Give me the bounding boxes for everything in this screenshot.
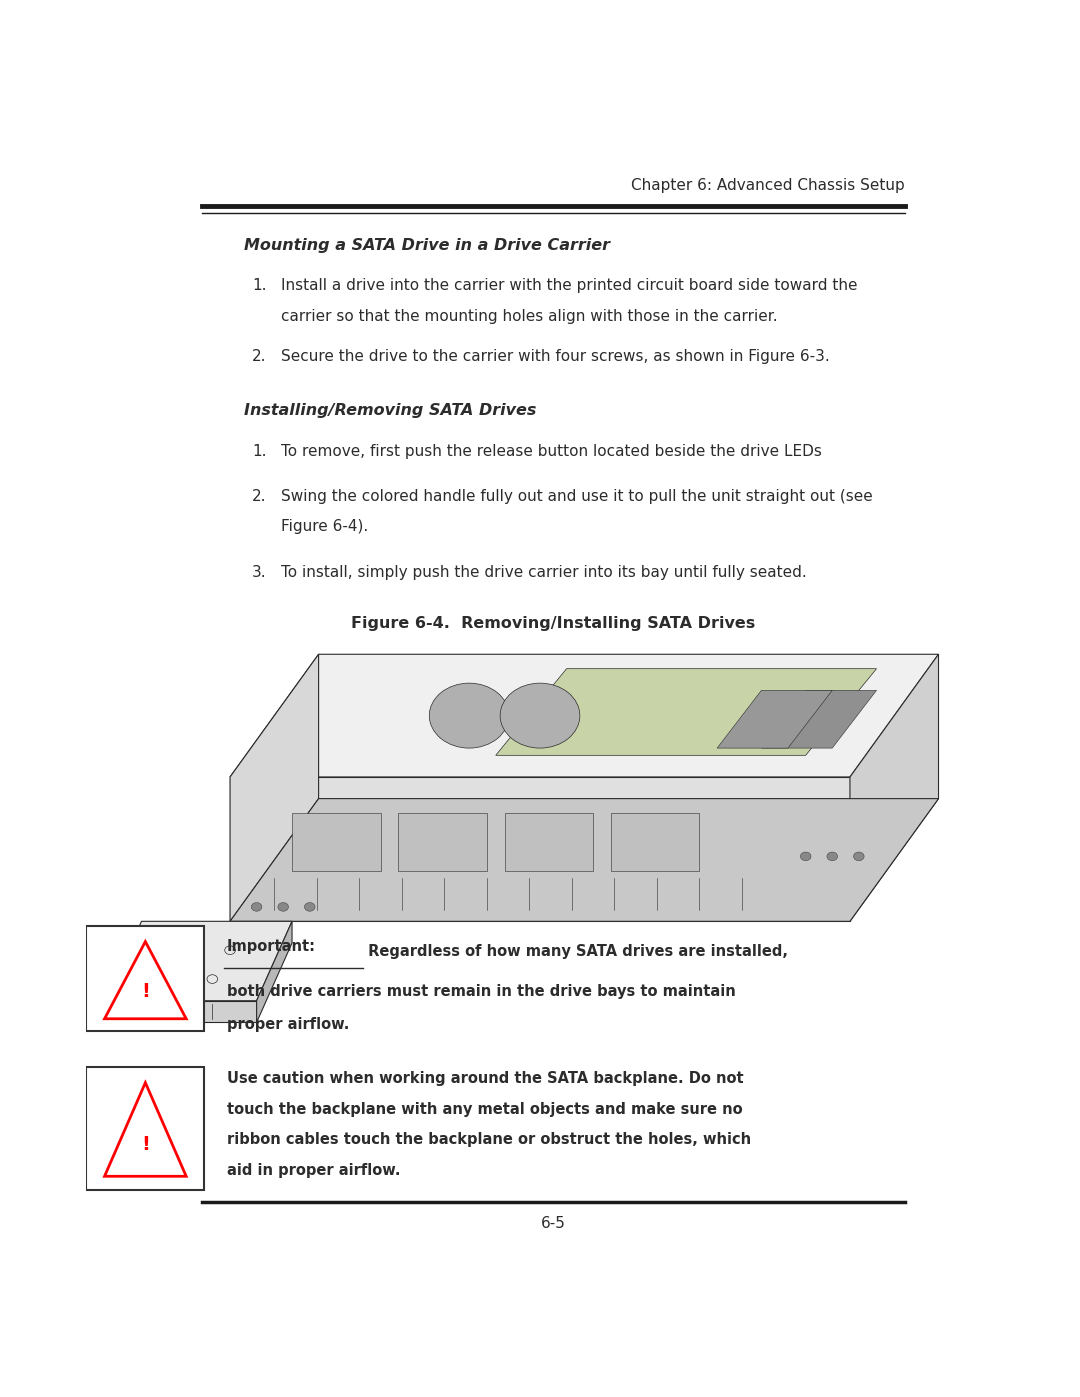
- Polygon shape: [850, 654, 939, 922]
- Polygon shape: [106, 1000, 257, 1023]
- Polygon shape: [292, 813, 380, 870]
- Polygon shape: [717, 690, 833, 749]
- Text: 3.: 3.: [253, 564, 267, 580]
- FancyBboxPatch shape: [86, 926, 204, 1031]
- Text: Use caution when working around the SATA backplane. Do not: Use caution when working around the SATA…: [227, 1071, 744, 1085]
- Polygon shape: [230, 654, 939, 777]
- Polygon shape: [230, 799, 939, 922]
- Text: 2.: 2.: [253, 349, 267, 365]
- Text: 6-5: 6-5: [541, 1217, 566, 1232]
- Text: Install a drive into the carrier with the printed circuit board side toward the: Install a drive into the carrier with th…: [282, 278, 858, 293]
- Polygon shape: [105, 1083, 186, 1176]
- Text: Important:: Important:: [227, 939, 316, 954]
- Circle shape: [305, 902, 315, 911]
- Circle shape: [800, 852, 811, 861]
- Text: !: !: [140, 1134, 150, 1154]
- Text: 1.: 1.: [253, 444, 267, 460]
- Polygon shape: [230, 777, 850, 922]
- Text: !: !: [140, 982, 150, 1002]
- Circle shape: [853, 852, 864, 861]
- Circle shape: [500, 683, 580, 749]
- Text: To remove, first push the release button located beside the drive LEDs: To remove, first push the release button…: [282, 444, 822, 460]
- Polygon shape: [611, 813, 700, 870]
- Text: Installing/Removing SATA Drives: Installing/Removing SATA Drives: [244, 404, 536, 418]
- Text: aid in proper airflow.: aid in proper airflow.: [227, 1164, 401, 1178]
- Circle shape: [429, 683, 509, 749]
- Text: Swing the colored handle fully out and use it to pull the unit straight out (see: Swing the colored handle fully out and u…: [282, 489, 874, 504]
- Polygon shape: [399, 813, 487, 870]
- Text: Secure the drive to the carrier with four screws, as shown in Figure 6-3.: Secure the drive to the carrier with fou…: [282, 349, 831, 365]
- Polygon shape: [257, 922, 292, 1023]
- Text: 2.: 2.: [253, 489, 267, 504]
- Text: both drive carriers must remain in the drive bays to maintain: both drive carriers must remain in the d…: [227, 983, 735, 999]
- Text: 1.: 1.: [253, 278, 267, 293]
- Circle shape: [827, 852, 838, 861]
- Polygon shape: [105, 942, 186, 1018]
- Polygon shape: [761, 690, 877, 749]
- Text: touch the backplane with any metal objects and make sure no: touch the backplane with any metal objec…: [227, 1102, 743, 1116]
- Text: ribbon cables touch the backplane or obstruct the holes, which: ribbon cables touch the backplane or obs…: [227, 1133, 752, 1147]
- Text: To install, simply push the drive carrier into its bay until fully seated.: To install, simply push the drive carrie…: [282, 564, 807, 580]
- Circle shape: [278, 902, 288, 911]
- Polygon shape: [496, 669, 877, 756]
- FancyBboxPatch shape: [86, 1067, 204, 1190]
- Text: proper airflow.: proper airflow.: [227, 1017, 350, 1032]
- Polygon shape: [230, 654, 319, 922]
- Text: Figure 6-4).: Figure 6-4).: [282, 520, 368, 535]
- Text: carrier so that the mounting holes align with those in the carrier.: carrier so that the mounting holes align…: [282, 309, 778, 324]
- Text: Chapter 6: Advanced Chassis Setup: Chapter 6: Advanced Chassis Setup: [632, 179, 905, 193]
- Text: Figure 6-4.  Removing/Installing SATA Drives: Figure 6-4. Removing/Installing SATA Dri…: [351, 616, 756, 631]
- Polygon shape: [504, 813, 593, 870]
- Polygon shape: [106, 922, 292, 1000]
- Circle shape: [252, 902, 262, 911]
- Text: Mounting a SATA Drive in a Drive Carrier: Mounting a SATA Drive in a Drive Carrier: [244, 237, 610, 253]
- Text: Regardless of how many SATA drives are installed,: Regardless of how many SATA drives are i…: [363, 943, 788, 958]
